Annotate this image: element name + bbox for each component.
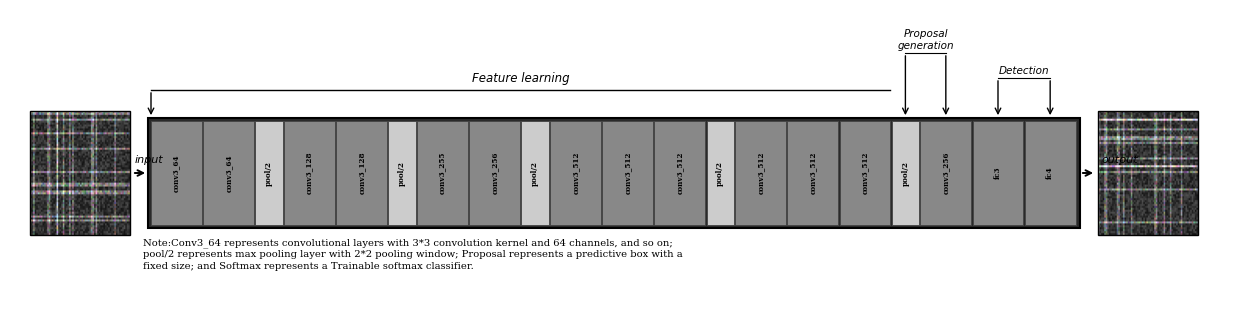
Text: conv3_512: conv3_512 (676, 152, 683, 194)
Text: Feature learning: Feature learning (472, 72, 569, 85)
Text: pool/2: pool/2 (265, 161, 273, 186)
Bar (255, 121, 283, 225)
Bar (892, 121, 919, 225)
Text: conv3_128: conv3_128 (357, 152, 366, 194)
Bar (203, 121, 254, 225)
Text: pool/2: pool/2 (531, 161, 539, 186)
Bar (417, 121, 467, 225)
Bar (336, 121, 387, 225)
Text: conv3_64: conv3_64 (172, 154, 180, 192)
Text: input: input (135, 155, 164, 165)
Bar (972, 121, 1023, 225)
Text: conv3_512: conv3_512 (624, 152, 631, 194)
Bar (1024, 121, 1075, 225)
Bar (30, 111, 130, 235)
Text: pool/2: pool/2 (717, 161, 724, 186)
Text: fc3: fc3 (994, 167, 1002, 179)
Text: conv3_128: conv3_128 (305, 152, 314, 194)
Text: conv3_512: conv3_512 (808, 152, 817, 194)
Text: fc4: fc4 (1047, 167, 1054, 179)
Bar (735, 121, 786, 225)
Bar (787, 121, 838, 225)
Bar (151, 121, 202, 225)
Text: conv3_256: conv3_256 (491, 152, 498, 194)
Bar (551, 121, 600, 225)
Text: Proposal
generation: Proposal generation (898, 29, 954, 51)
Text: conv3_512: conv3_512 (572, 152, 579, 194)
Bar (148, 118, 1080, 228)
Text: Detection: Detection (998, 66, 1049, 76)
Text: conv3_512: conv3_512 (756, 152, 765, 194)
Bar (655, 121, 706, 225)
Text: pool/2: pool/2 (398, 161, 405, 186)
Bar (284, 121, 335, 225)
Bar (469, 121, 520, 225)
Bar (707, 121, 734, 225)
Text: conv3_64: conv3_64 (224, 154, 233, 192)
Bar (603, 121, 653, 225)
Text: output: output (1101, 155, 1137, 165)
Text: conv3_255: conv3_255 (439, 152, 446, 194)
Bar (839, 121, 890, 225)
Bar (521, 121, 548, 225)
Text: pool/2: pool/2 (901, 161, 909, 186)
Bar (920, 121, 971, 225)
Bar (1097, 111, 1198, 235)
Text: conv3_256: conv3_256 (942, 152, 950, 194)
Text: Note:Conv3_64 represents convolutional layers with 3*3 convolution kernel and 64: Note:Conv3_64 represents convolutional l… (143, 238, 683, 271)
Bar (388, 121, 415, 225)
Text: conv3_512: conv3_512 (861, 152, 869, 194)
